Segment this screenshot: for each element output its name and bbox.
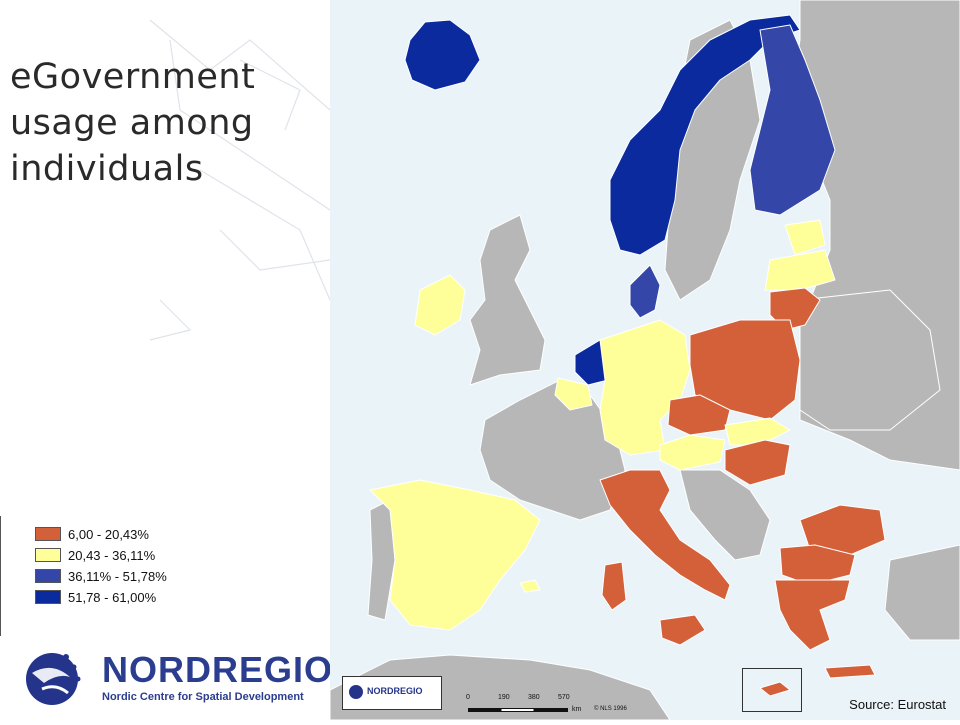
country-bulgaria: [779, 544, 856, 586]
map-canvas: [329, 0, 960, 721]
map-inset-logo-icon: [349, 685, 363, 699]
country-sicily: [659, 614, 706, 646]
source-caption: Source: Eurostat: [849, 697, 946, 712]
country-poland: [689, 319, 801, 421]
map-inset-logo-box: NORDREGIO: [342, 676, 442, 710]
country-finland: [749, 24, 836, 216]
region-belarus-ukraine: [799, 289, 941, 431]
legend-swatch: [35, 527, 61, 541]
scale-tick-190: 190: [498, 694, 510, 701]
country-ireland: [414, 274, 466, 336]
country-sardinia: [601, 561, 627, 611]
country-crete: [824, 664, 876, 679]
logo-subtitle: Nordic Centre for Spatial Development: [102, 691, 304, 703]
legend-item: 6,00 - 20,43%: [35, 525, 149, 543]
country-belgium: [554, 377, 593, 411]
title-line-1: eGovernment: [10, 57, 256, 97]
legend-swatch: [35, 590, 61, 604]
logo-wordmark: NORDREGIO: [102, 649, 330, 690]
legend-label: 51,78 - 61,00%: [68, 589, 157, 605]
nordregio-logo: NORDREGIO Nordic Centre for Spatial Deve…: [22, 643, 330, 713]
title-line-3: individuals: [10, 149, 204, 189]
legend-item: 51,78 - 61,00%: [35, 588, 156, 606]
scale-tick-380: 380: [528, 694, 540, 701]
region-great-britain: [469, 214, 546, 386]
legend-swatch: [35, 569, 61, 583]
scale-unit: km: [572, 706, 582, 713]
country-hungary: [724, 439, 791, 486]
country-norway: [609, 14, 801, 256]
legend-label: 20,43 - 36,11%: [68, 547, 156, 563]
country-spain: [369, 479, 541, 631]
region-turkey: [884, 544, 960, 641]
scale-tick-0: 0: [466, 694, 470, 701]
decorative-background-lines: [149, 19, 330, 341]
country-austria: [659, 434, 726, 471]
scale-bar-graphic: [468, 708, 568, 712]
region-balkans-west: [679, 469, 771, 561]
scale-bar: 0 190 380 570 km © NLS 1996: [460, 690, 627, 718]
country-italy: [599, 469, 731, 601]
country-cyprus-inset: [759, 681, 791, 697]
country-germany: [599, 319, 691, 456]
title-line-2: usage among: [10, 103, 254, 143]
legend-item: 36,11% - 51,78%: [35, 567, 167, 585]
legend-swatch: [35, 548, 61, 562]
map-copyright: © NLS 1996: [594, 706, 627, 712]
legend-label: 36,11% - 51,78%: [68, 568, 167, 584]
map-legend: 6,00 - 20,43% 20,43 - 36,11% 36,11% - 51…: [0, 516, 201, 636]
country-latvia: [764, 249, 836, 291]
europe-choropleth-map: NORDREGIO 0 190 380 570 km © NLS 1996 So…: [329, 0, 960, 721]
country-greece: [774, 579, 851, 651]
left-panel: eGovernment usage among individuals 6,00…: [0, 0, 330, 720]
legend-label: 6,00 - 20,43%: [68, 526, 149, 542]
map-inset-logo-text: NORDREGIO: [367, 686, 423, 696]
legend-item: 20,43 - 36,11%: [35, 546, 155, 564]
cyprus-inset-frame: [742, 668, 802, 712]
nordregio-globe-icon: [26, 653, 81, 705]
country-estonia: [784, 219, 826, 256]
country-czech-republic: [667, 394, 731, 436]
country-slovakia: [724, 417, 791, 446]
country-denmark: [629, 264, 661, 319]
scale-tick-570: 570: [558, 694, 570, 701]
page-title: eGovernment usage among individuals: [10, 54, 255, 192]
country-iceland: [404, 19, 481, 91]
country-balearic: [519, 579, 541, 593]
